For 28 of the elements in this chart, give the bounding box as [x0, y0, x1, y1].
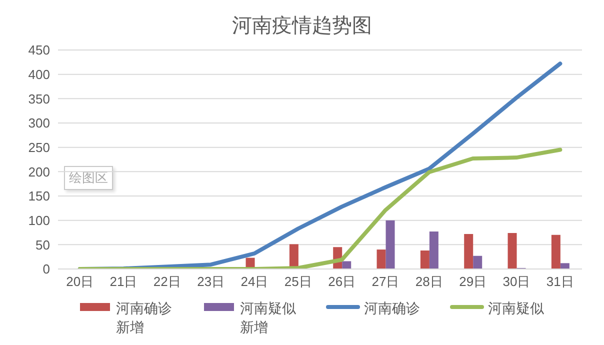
legend-label: 河南疑似 — [488, 299, 545, 318]
y-tick-label: 400 — [28, 66, 50, 82]
annotation: 绘图区 — [64, 166, 113, 190]
x-tick-label: 27日 — [372, 274, 400, 290]
y-tick-label: 450 — [28, 42, 50, 58]
legend-label: 河南确诊新增 — [116, 299, 173, 337]
y-tick-label: 50 — [36, 237, 50, 252]
legend-label: 河南疑似新增 — [240, 299, 297, 337]
y-tick-label: 200 — [28, 164, 50, 180]
x-tick-label: 22日 — [153, 274, 181, 290]
x-tick-label: 25日 — [284, 274, 312, 290]
x-tick-label: 28日 — [415, 274, 443, 290]
x-tick-label: 26日 — [328, 274, 356, 290]
x-tick-label: 29日 — [459, 274, 487, 290]
y-tick-label: 250 — [28, 140, 50, 155]
x-tick-label: 24日 — [240, 274, 268, 290]
x-tick-label: 23日 — [197, 274, 225, 290]
x-tick-label: 31日 — [546, 274, 574, 290]
chart-title: 河南疫情趋势图 — [231, 14, 373, 39]
x-tick-label: 30日 — [502, 274, 530, 290]
y-tick-label: 350 — [28, 91, 50, 106]
y-tick-label: 300 — [28, 116, 50, 131]
x-tick-label: 21日 — [110, 274, 138, 290]
y-tick-label: 100 — [28, 212, 50, 228]
x-tick-label: 20日 — [66, 274, 94, 290]
y-tick-label: 150 — [28, 188, 50, 204]
y-tick-label: 0 — [42, 262, 50, 277]
legend-label: 河南确诊 — [364, 299, 421, 318]
